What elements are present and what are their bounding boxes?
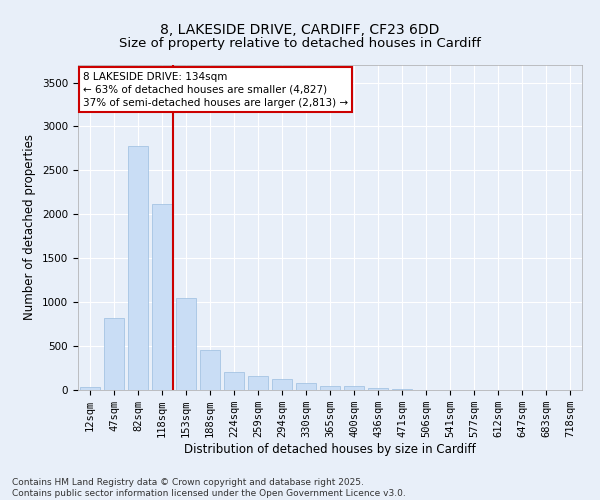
Bar (176, 298, 196, 390)
Text: 8 LAKESIDE DRIVE: 134sqm
← 63% of detached houses are smaller (4,827)
37% of sem: 8 LAKESIDE DRIVE: 134sqm ← 63% of detach… (83, 72, 348, 108)
Bar (392, 389, 412, 390)
Text: 8, LAKESIDE DRIVE, CARDIFF, CF23 6DD: 8, LAKESIDE DRIVE, CARDIFF, CF23 6DD (160, 22, 440, 36)
Text: Size of property relative to detached houses in Cardiff: Size of property relative to detached ho… (119, 38, 481, 51)
Bar (152, 204, 172, 390)
Bar (368, 388, 388, 390)
Bar (128, 146, 148, 390)
Bar (296, 383, 316, 390)
X-axis label: Distribution of detached houses by size in Cardiff: Distribution of detached houses by size … (184, 443, 476, 456)
Bar (320, 386, 340, 390)
Bar (272, 378, 292, 390)
Y-axis label: Number of detached properties: Number of detached properties (23, 134, 37, 320)
Bar (224, 372, 244, 390)
Bar (104, 318, 124, 390)
Bar (80, 388, 100, 390)
Text: Contains HM Land Registry data © Crown copyright and database right 2025.
Contai: Contains HM Land Registry data © Crown c… (12, 478, 406, 498)
Bar (248, 376, 268, 390)
Bar (200, 350, 220, 390)
Bar (344, 386, 364, 390)
